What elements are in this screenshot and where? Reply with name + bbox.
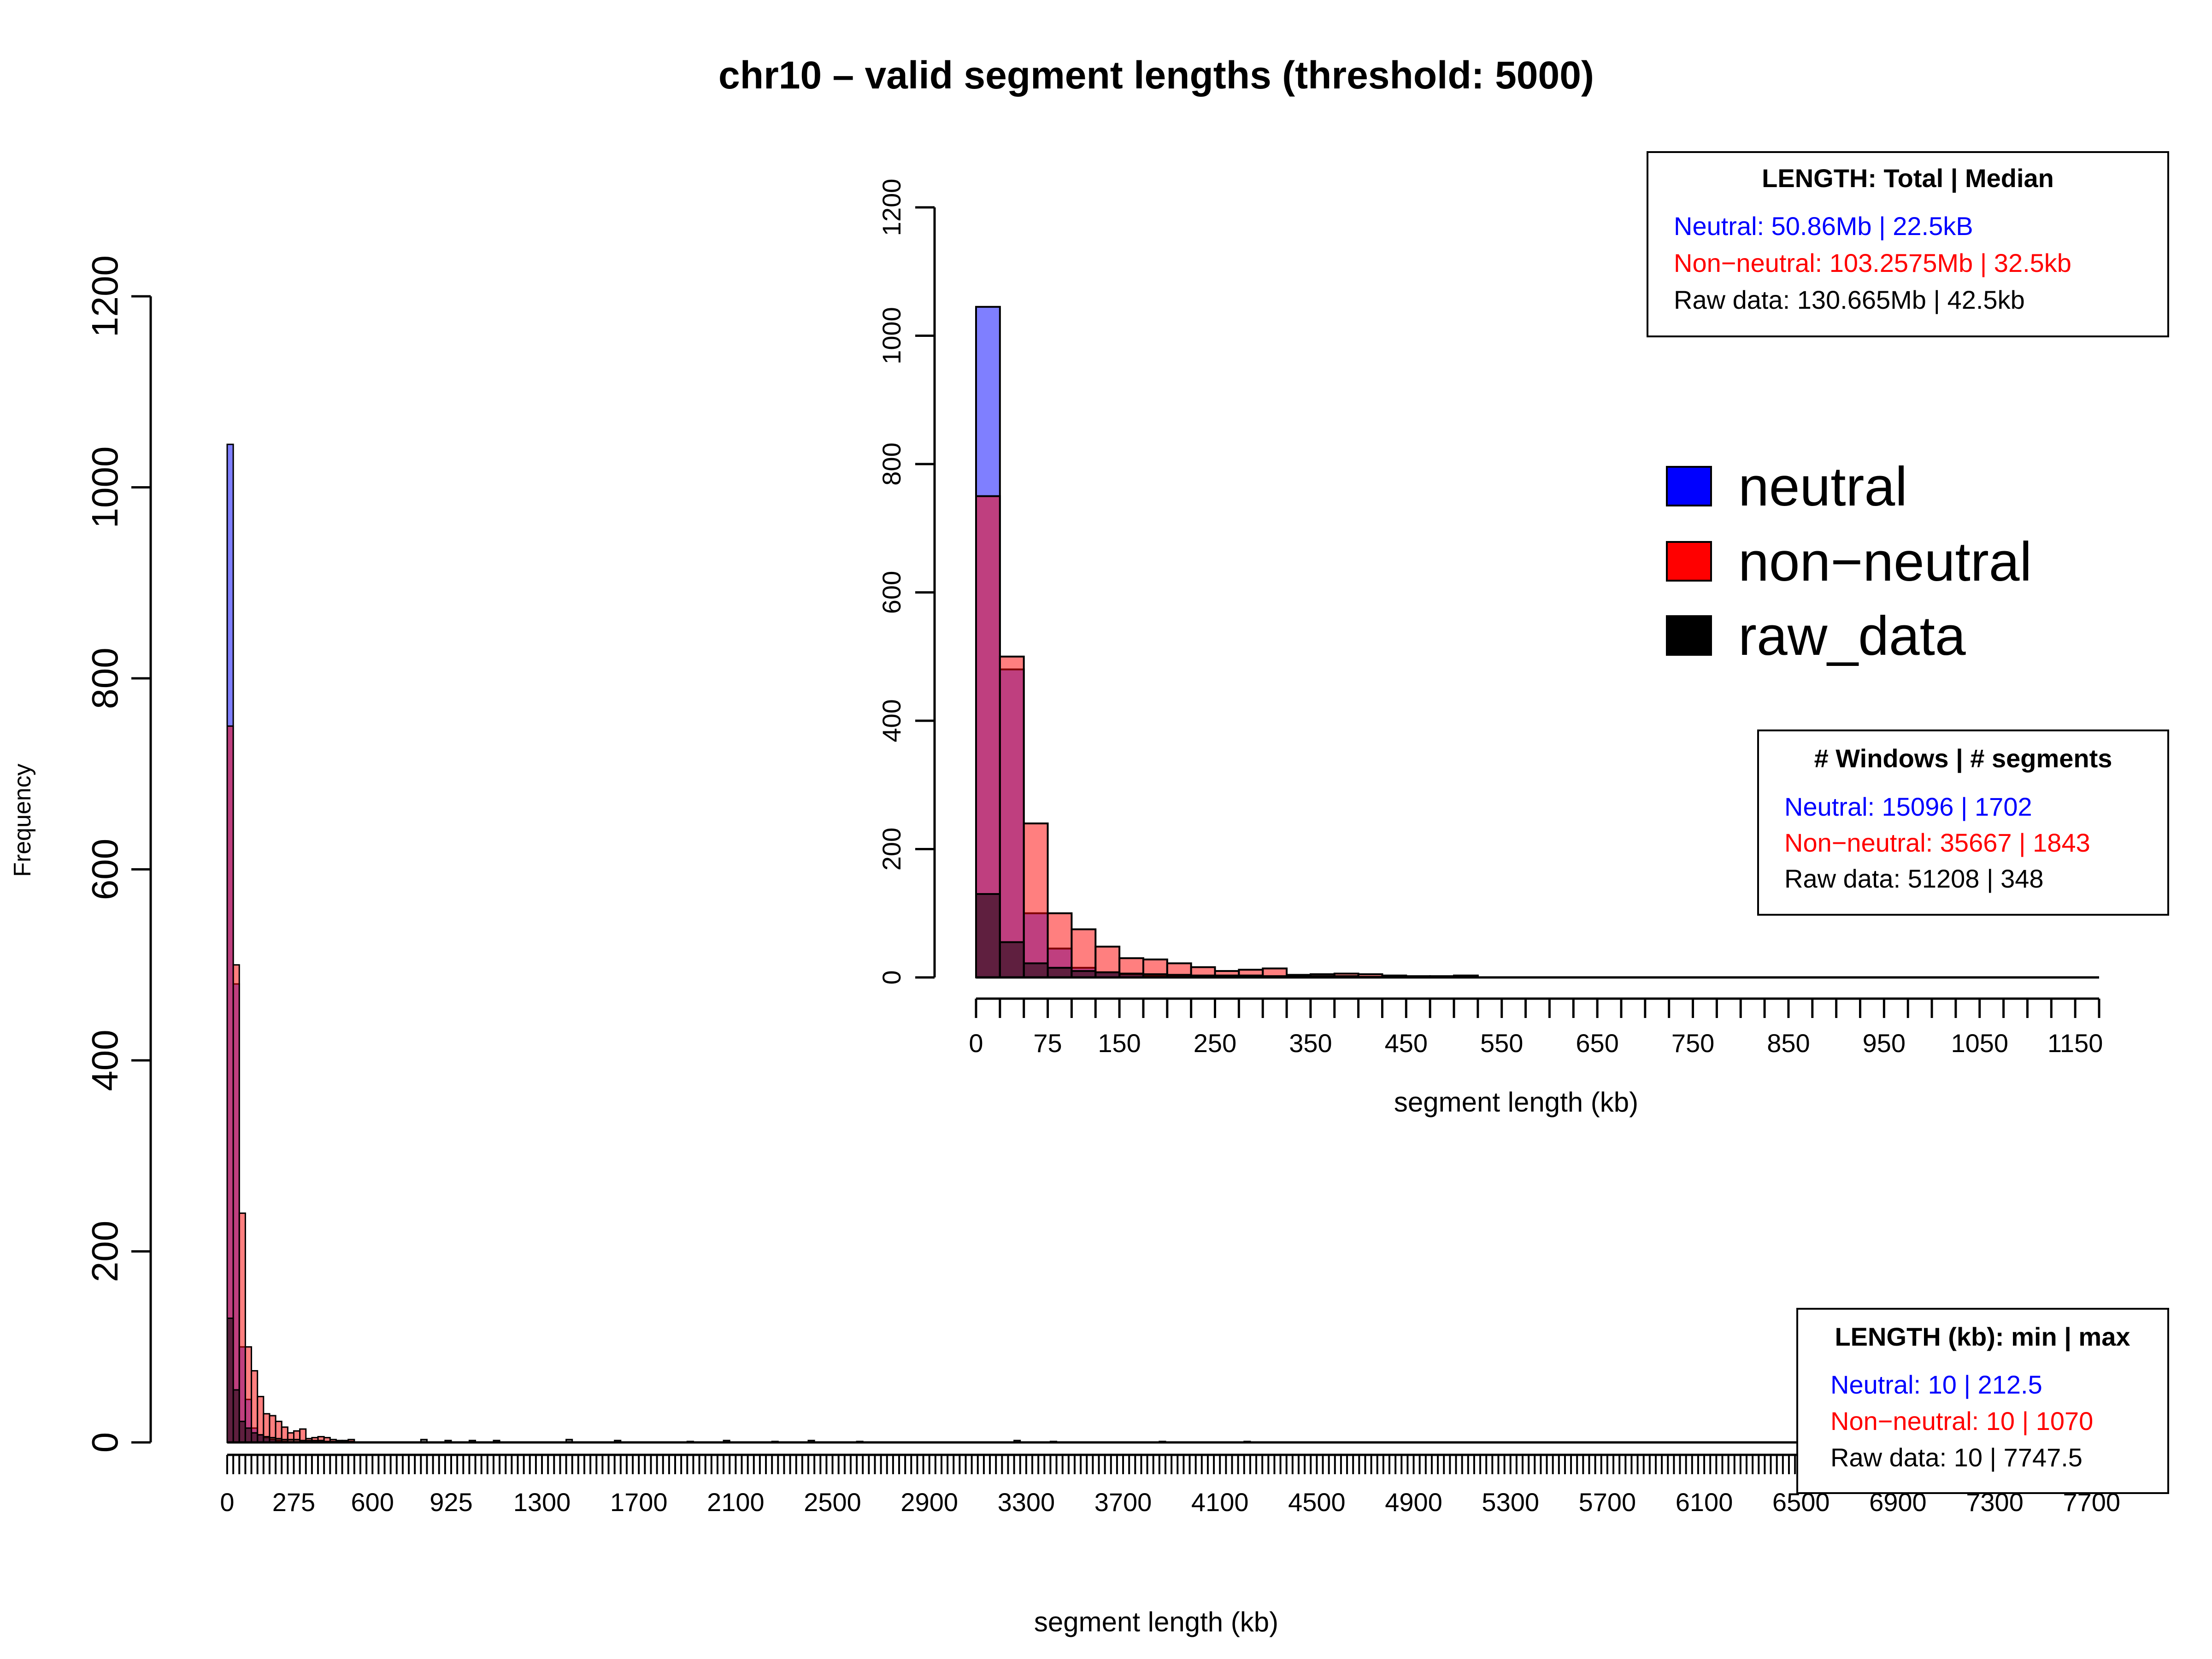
- y-tick-label-1000: 1000: [877, 307, 906, 365]
- length-minmax-box: LENGTH (kb): min | max Neutral: 10 | 212…: [1796, 1308, 2169, 1494]
- inset-x-axis-label: segment length (kb): [1394, 1087, 1638, 1118]
- x-tick-label-1300: 1300: [513, 1488, 571, 1517]
- x-tick-label-650: 650: [1576, 1029, 1618, 1058]
- x-tick-label-275: 275: [272, 1488, 315, 1517]
- y-tick-label-1200: 1200: [877, 179, 906, 236]
- length-minmax-raw: Raw data: 10 | 7747.5: [1830, 1443, 2083, 1472]
- x-tick-label-450: 450: [1385, 1029, 1428, 1058]
- x-tick-label-2500: 2500: [804, 1488, 861, 1517]
- windows-segments-box: # Windows | # segments Neutral: 15096 | …: [1757, 729, 2169, 916]
- y-tick-label-600: 600: [877, 571, 906, 614]
- main-y-axis-label: Frequency: [9, 764, 36, 877]
- bar-raw_data-0: [975, 893, 1001, 978]
- bar-raw_data-0: [226, 1318, 234, 1443]
- bar-non-neutral-1: [999, 655, 1025, 978]
- main-y-axis: 0 200 400 600 800 1000 1200: [84, 255, 152, 1453]
- y-tick-label-800: 800: [877, 442, 906, 485]
- bar-raw_data-3: [244, 1427, 253, 1443]
- main-x-axis-label: segment length (kb): [1034, 1606, 1278, 1637]
- windows-segments-raw: Raw data: 51208 | 348: [1784, 864, 2044, 893]
- x-tick-label-4500: 4500: [1288, 1488, 1346, 1517]
- legend-label-non-neutral: non−neutral: [1738, 531, 2032, 593]
- main-bars: [226, 443, 2104, 1444]
- x-tick-label-1700: 1700: [610, 1488, 668, 1517]
- bar-raw_data-4: [251, 1432, 259, 1443]
- x-tick-label-5300: 5300: [1482, 1488, 1539, 1517]
- y-tick-label-200: 200: [877, 828, 906, 871]
- length-totals-non-neutral: Non−neutral: 103.2575Mb | 32.5kb: [1674, 248, 2071, 277]
- y-tick-label-1000: 1000: [84, 447, 125, 529]
- x-tick-label-850: 850: [1767, 1029, 1810, 1058]
- length-minmax-title: LENGTH (kb): min | max: [1835, 1322, 2130, 1352]
- x-tick-label-6100: 6100: [1676, 1488, 1733, 1517]
- y-tick-label-400: 400: [877, 699, 906, 742]
- x-tick-label-4100: 4100: [1191, 1488, 1249, 1517]
- inset-bars: [975, 306, 2099, 979]
- bar-raw_data-3: [1047, 967, 1073, 979]
- legend-swatch-non-neutral: [1666, 541, 1712, 582]
- legend-label-raw-data: raw_data: [1738, 605, 1966, 667]
- chart-title: chr10 – valid segment lengths (threshold…: [718, 53, 1594, 97]
- x-tick-label-5700: 5700: [1579, 1488, 1636, 1517]
- legend-swatch-neutral: [1666, 466, 1712, 506]
- length-minmax-non-neutral: Non−neutral: 10 | 1070: [1830, 1406, 2093, 1435]
- x-tick-label-250: 250: [1194, 1029, 1236, 1058]
- legend-swatch-raw-data: [1666, 615, 1712, 656]
- x-tick-label-75: 75: [1033, 1029, 1062, 1058]
- windows-segments-neutral: Neutral: 15096 | 1702: [1784, 792, 2032, 821]
- x-tick-label-925: 925: [429, 1488, 472, 1517]
- x-tick-label-1150: 1150: [2047, 1029, 2103, 1058]
- y-tick-label-600: 600: [84, 839, 125, 900]
- x-tick-label-0: 0: [220, 1488, 234, 1517]
- y-tick-label-0: 0: [84, 1432, 125, 1453]
- windows-segments-non-neutral: Non−neutral: 35667 | 1843: [1784, 828, 2090, 857]
- x-tick-label-3700: 3700: [1094, 1488, 1152, 1517]
- bar-raw_data-2: [238, 1420, 246, 1443]
- x-tick-label-4900: 4900: [1385, 1488, 1442, 1517]
- bar-raw_data-1: [232, 1389, 240, 1443]
- x-tick-label-3300: 3300: [998, 1488, 1055, 1517]
- x-tick-label-350: 350: [1289, 1029, 1332, 1058]
- bar-raw_data-2: [1023, 962, 1049, 978]
- legend: neutral non−neutral raw_data: [1666, 456, 2032, 667]
- bar-non-neutral-4: [251, 1370, 259, 1443]
- inset-x-axis: 0 75 150 250 350 450 550 650 750 850 950 1050 1150: [969, 997, 2103, 1058]
- inset-histogram: 0 200 400 600 800 1000 1200 0 75 150 250 350 450 550…: [877, 179, 2103, 1118]
- length-totals-title: LENGTH: Total | Median: [1762, 164, 2054, 193]
- y-tick-label-800: 800: [84, 647, 125, 709]
- y-tick-label-0: 0: [877, 970, 906, 984]
- x-tick-label-1050: 1050: [1951, 1029, 2008, 1058]
- x-tick-label-0: 0: [969, 1029, 983, 1058]
- windows-segments-title: # Windows | # segments: [1814, 744, 2112, 773]
- length-totals-raw: Raw data: 130.665Mb | 42.5kb: [1674, 285, 2025, 314]
- x-tick-label-2100: 2100: [707, 1488, 765, 1517]
- length-minmax-neutral: Neutral: 10 | 212.5: [1830, 1370, 2042, 1399]
- x-tick-label-750: 750: [1671, 1029, 1714, 1058]
- y-tick-label-200: 200: [84, 1221, 125, 1282]
- x-tick-label-950: 950: [1863, 1029, 1906, 1058]
- bar-raw_data-1: [999, 941, 1025, 978]
- x-tick-label-2900: 2900: [900, 1488, 958, 1517]
- y-tick-label-1200: 1200: [84, 255, 125, 337]
- length-totals-box: LENGTH: Total | Median Neutral: 50.86Mb …: [1647, 151, 2169, 337]
- bar-non-neutral-2: [1023, 822, 1049, 979]
- bar-non-neutral-1: [232, 964, 240, 1443]
- x-tick-label-600: 600: [351, 1488, 394, 1517]
- x-tick-label-150: 150: [1098, 1029, 1141, 1058]
- inset-y-axis: 0 200 400 600 800 1000 1200: [877, 179, 936, 985]
- y-tick-label-400: 400: [84, 1030, 125, 1091]
- legend-label-neutral: neutral: [1738, 456, 1907, 518]
- length-totals-neutral: Neutral: 50.86Mb | 22.5kB: [1674, 212, 1973, 241]
- bar-non-neutral-2: [238, 1212, 246, 1443]
- x-tick-label-550: 550: [1480, 1029, 1523, 1058]
